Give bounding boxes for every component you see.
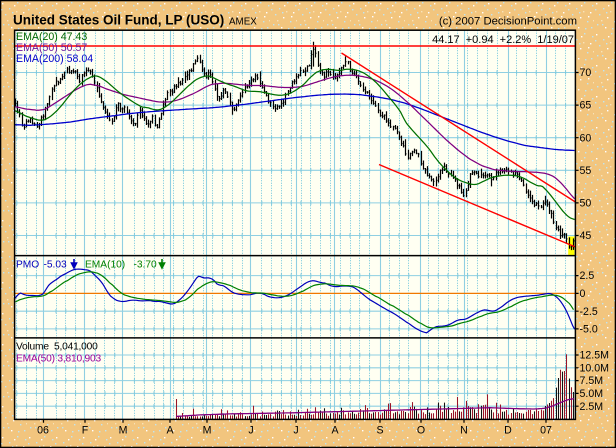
svg-text:10.0M: 10.0M: [580, 362, 609, 374]
svg-text:12.5M: 12.5M: [580, 350, 609, 362]
svg-text:PMO: PMO: [16, 260, 39, 271]
svg-text:55: 55: [580, 165, 592, 177]
svg-text:J: J: [248, 425, 253, 437]
svg-text:D: D: [504, 425, 512, 437]
svg-text:07: 07: [540, 425, 552, 437]
svg-text:O: O: [417, 425, 425, 437]
svg-text:-5.0: -5.0: [580, 324, 598, 336]
svg-text:44.17 +0.94 +2.2% 1/19/07: 44.17 +0.94 +2.2% 1/19/07: [432, 34, 574, 46]
svg-text:7.5M: 7.5M: [580, 375, 604, 387]
svg-text:M: M: [119, 425, 128, 437]
svg-text:S: S: [376, 425, 383, 437]
svg-text:EMA(20) 47.43: EMA(20) 47.43: [16, 31, 87, 43]
svg-text:F: F: [82, 425, 89, 437]
svg-text:AMEX: AMEX: [229, 17, 257, 28]
svg-text:2.5: 2.5: [580, 270, 595, 282]
svg-text:United States Oil Fund, LP (US: United States Oil Fund, LP (USO): [13, 13, 224, 28]
svg-text:Volume 5,041,000: Volume 5,041,000: [16, 342, 98, 353]
svg-text:A: A: [331, 425, 339, 437]
svg-text:65: 65: [580, 100, 592, 112]
svg-text:06: 06: [37, 425, 49, 437]
svg-text:0: 0: [580, 288, 586, 300]
svg-text:-3.70: -3.70: [134, 260, 158, 271]
svg-text:50: 50: [580, 198, 592, 210]
svg-text:EMA(50) 50.57: EMA(50) 50.57: [16, 42, 87, 54]
svg-text:70: 70: [580, 67, 592, 79]
svg-text:5.0M: 5.0M: [580, 388, 604, 400]
svg-text:60: 60: [580, 132, 592, 144]
svg-text:EMA(50) 3,810,903: EMA(50) 3,810,903: [16, 354, 101, 365]
svg-text:2.5M: 2.5M: [580, 401, 604, 413]
svg-text:(c) 2007 DecisionPoint.com: (c) 2007 DecisionPoint.com: [439, 16, 577, 28]
svg-text:N: N: [460, 425, 468, 437]
svg-text:45: 45: [580, 230, 592, 242]
svg-text:J: J: [293, 425, 298, 437]
svg-text:EMA(10): EMA(10): [85, 260, 125, 271]
svg-text:A: A: [166, 425, 174, 437]
svg-text:-2.5: -2.5: [580, 306, 598, 318]
svg-text:EMA(200) 58.04: EMA(200) 58.04: [16, 53, 93, 65]
svg-text:-5.03: -5.03: [44, 260, 68, 271]
svg-text:M: M: [203, 425, 212, 437]
